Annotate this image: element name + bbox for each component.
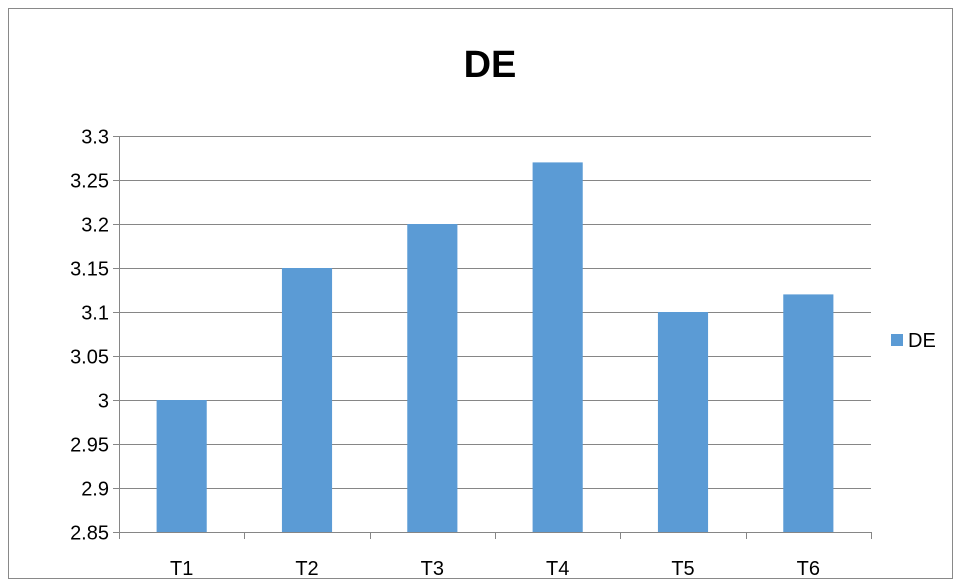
axes [113, 136, 872, 539]
y-tick-label: 3.2 [81, 215, 109, 237]
bar-t3 [407, 224, 458, 532]
y-tick-labels: 2.85 2.9 2.95 3 3.05 3.1 3.15 3.2 3.25 3.3 [70, 127, 109, 545]
x-tick-label: T3 [421, 558, 444, 580]
bar-t6 [783, 294, 834, 532]
bar-t2 [281, 268, 333, 532]
x-tick-label: T1 [170, 558, 193, 580]
x-tick-labels: T1 T2 T3 T4 T5 T6 [170, 558, 820, 580]
y-tick-label: 2.95 [70, 435, 109, 457]
bar-t4 [532, 162, 583, 532]
legend: DE [891, 330, 936, 352]
x-tick-label: T6 [797, 558, 820, 580]
legend-label: DE [908, 330, 936, 352]
y-tick-label: 3 [98, 391, 109, 413]
y-tick-label: 3.3 [81, 127, 109, 149]
x-tick-label: T2 [295, 558, 318, 580]
y-tick-label: 2.85 [70, 523, 109, 545]
y-tick-label: 2.9 [81, 479, 109, 501]
x-tick-label: T5 [671, 558, 694, 580]
y-tick-label: 3.15 [70, 259, 109, 281]
gridlines [119, 136, 871, 489]
bar-t1 [156, 400, 207, 532]
legend-swatch [891, 334, 903, 346]
y-tick-label: 3.1 [81, 303, 109, 325]
bar-t5 [657, 312, 709, 532]
chart-title: DE [464, 44, 517, 86]
bars [156, 162, 834, 532]
y-tick-label: 3.05 [70, 347, 109, 369]
x-tick-label: T4 [546, 558, 569, 580]
y-tick-label: 3.25 [70, 171, 109, 193]
